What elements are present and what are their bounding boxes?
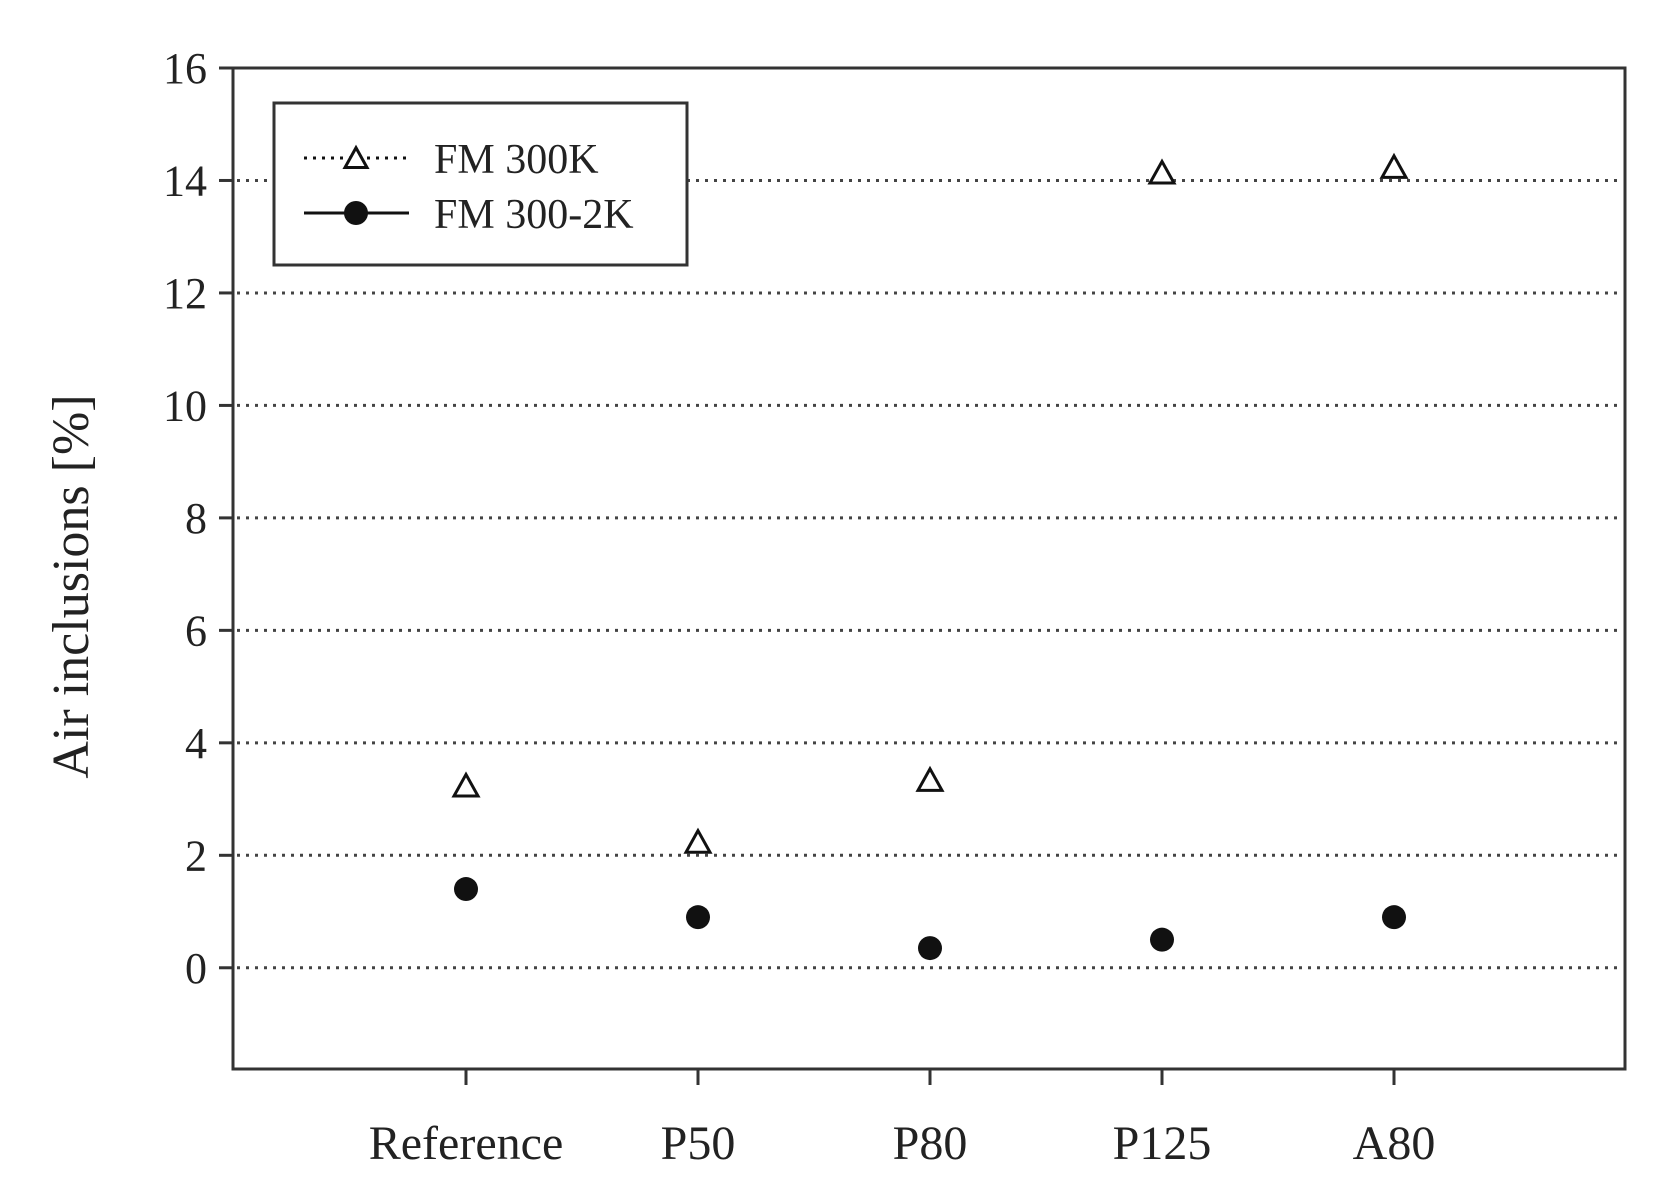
x-tick-label: P80 <box>893 1117 968 1170</box>
series-2 <box>454 877 1406 960</box>
legend-marker-circle <box>344 201 368 225</box>
grid-lines <box>237 180 1621 967</box>
legend-box <box>274 103 687 265</box>
data-series <box>454 156 1406 960</box>
y-tick-label: 4 <box>185 719 207 768</box>
data-point-triangle <box>1382 156 1406 178</box>
y-tick-label: 0 <box>185 944 207 993</box>
data-point-triangle <box>686 831 710 853</box>
y-axis: 0 2 4 6 8 10 12 14 16 <box>163 44 233 993</box>
y-tick-label: 2 <box>185 831 207 880</box>
y-tick-label: 12 <box>163 269 207 318</box>
legend-label: FM 300K <box>434 137 599 183</box>
data-point-circle <box>1150 928 1174 952</box>
x-tick-label: P125 <box>1113 1117 1212 1170</box>
data-point-circle <box>454 877 478 901</box>
y-tick-label: 16 <box>163 44 207 93</box>
legend: FM 300K FM 300-2K <box>274 103 687 265</box>
data-point-triangle <box>1150 161 1174 183</box>
legend-label: FM 300-2K <box>434 192 634 238</box>
data-point-circle <box>686 905 710 929</box>
x-axis: Reference P50 P80 P125 A80 <box>369 1069 1436 1170</box>
x-tick-label: Reference <box>369 1117 564 1170</box>
x-tick-label: A80 <box>1353 1117 1436 1170</box>
data-point-circle <box>1382 905 1406 929</box>
y-tick-label: 14 <box>163 156 207 205</box>
x-tick-label: P50 <box>661 1117 736 1170</box>
data-point-circle <box>918 936 942 960</box>
y-axis-title: Air inclusions [%] <box>43 394 100 778</box>
y-tick-label: 6 <box>185 606 207 655</box>
data-point-triangle <box>918 769 942 791</box>
y-tick-label: 8 <box>185 494 207 543</box>
y-tick-label: 10 <box>163 381 207 430</box>
data-point-triangle <box>454 774 478 796</box>
